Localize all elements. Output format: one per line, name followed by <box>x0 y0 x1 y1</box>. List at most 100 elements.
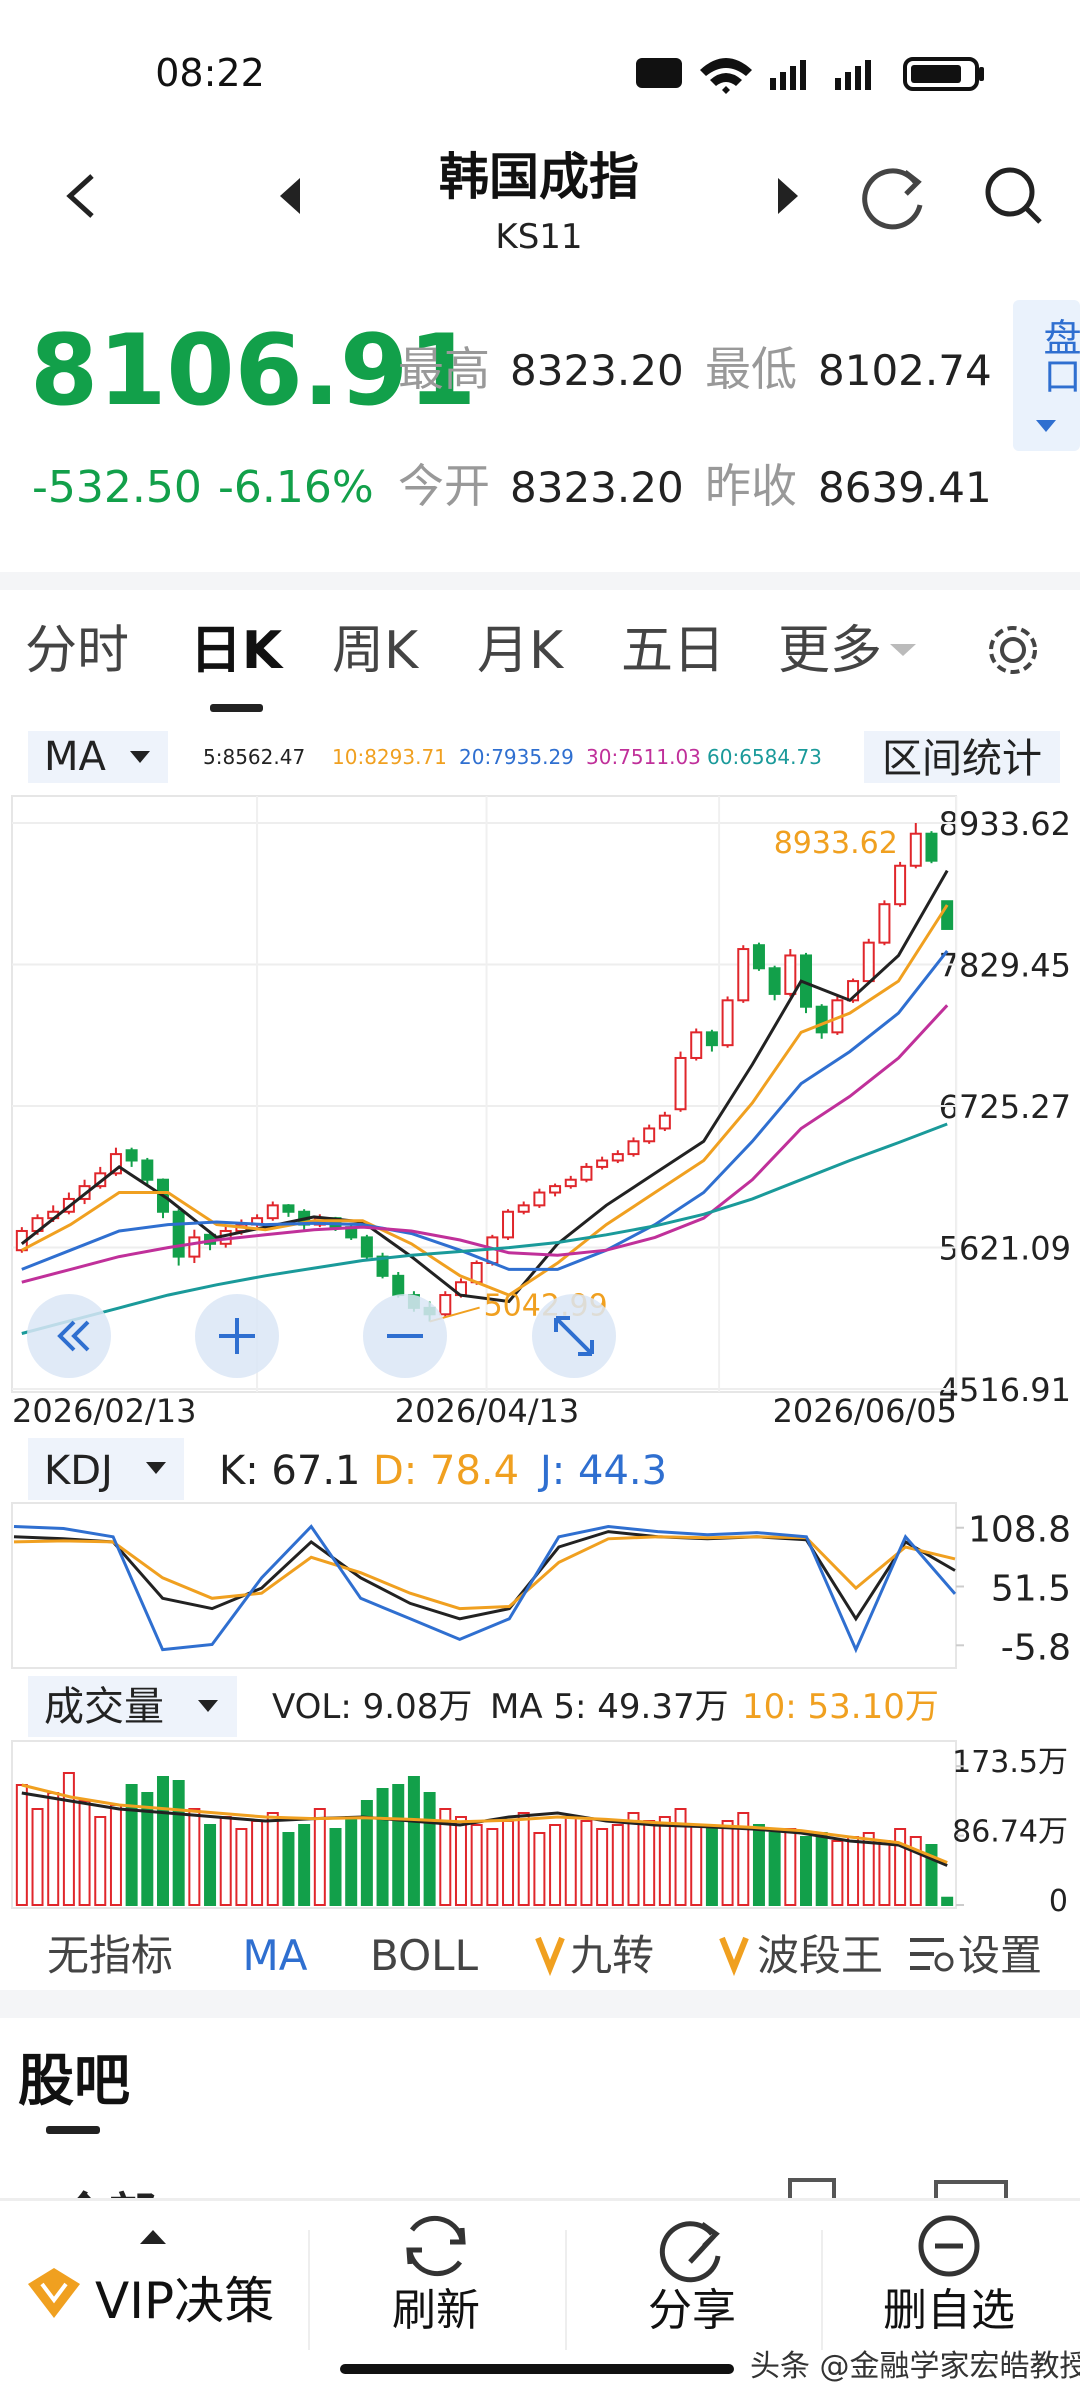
x-tick-label: 2026/02/13 <box>12 1392 196 1430</box>
indicator-option[interactable]: 九转 <box>570 1931 654 1980</box>
y-tick-label: 4516.91 <box>939 1371 1071 1409</box>
tab[interactable]: 五日 <box>621 621 725 681</box>
bottom-action[interactable]: VIP决策 <box>95 2272 274 2330</box>
volume-bar <box>376 1788 389 1906</box>
x-tick-label: 2026/06/05 <box>773 1392 957 1430</box>
volume-legend: MA 5: 49.37万 <box>490 1687 729 1727</box>
tab[interactable]: 周K <box>332 621 420 681</box>
volume-bar <box>486 1828 499 1906</box>
divider <box>821 2230 823 2350</box>
bottom-action[interactable]: 分享 <box>648 2285 736 2336</box>
vip-icon <box>28 2268 80 2318</box>
refresh-button[interactable] <box>862 168 923 230</box>
range-stats-button[interactable] <box>864 731 1060 783</box>
volume-bar <box>705 1828 718 1906</box>
signal-icon <box>835 78 841 90</box>
settings-button[interactable] <box>989 626 1037 674</box>
y-tick-label: 6725.27 <box>939 1088 1071 1126</box>
annotation-high: 8933.62 <box>774 826 898 861</box>
y-tick-label: -5.8 <box>1001 1627 1071 1668</box>
expand-arrow[interactable] <box>140 2230 166 2244</box>
candle-body <box>125 1149 138 1162</box>
y-tick-label: 51.5 <box>991 1569 1071 1610</box>
volume-bar <box>549 1824 562 1906</box>
scroll-left-button[interactable] <box>27 1294 111 1378</box>
volume-bar <box>156 1776 169 1906</box>
kdj-line <box>13 1530 956 1622</box>
volume-select[interactable] <box>28 1676 237 1737</box>
candle-body <box>737 948 750 1002</box>
next-button[interactable] <box>778 178 798 214</box>
volume-bar <box>847 1836 860 1906</box>
candle-body <box>643 1127 656 1143</box>
bottom-bar-border <box>0 2198 1080 2201</box>
volume-bar <box>62 1772 75 1906</box>
indicator-label: MA <box>44 734 107 780</box>
more-arrow <box>890 644 916 656</box>
volume-bar <box>47 1792 60 1906</box>
candle-body <box>549 1185 562 1194</box>
volume-bar <box>752 1824 765 1906</box>
volume-bar <box>329 1828 342 1906</box>
quote-label: 最低 <box>705 342 797 396</box>
volume-bar <box>784 1828 797 1906</box>
search-button[interactable] <box>985 167 1042 224</box>
tab-underline <box>210 704 263 712</box>
dropdown-arrow <box>198 1700 218 1712</box>
candle-body <box>439 1294 452 1316</box>
legend-item: 30:7511.03 <box>586 745 701 769</box>
status-icons <box>636 57 984 94</box>
share-icon <box>659 2221 721 2283</box>
volume-bar <box>533 1832 546 1906</box>
ma-line <box>21 1122 948 1335</box>
indicator-option[interactable]: 无指标 <box>47 1931 173 1980</box>
candle-body <box>909 832 922 867</box>
bottom-action[interactable]: 删自选 <box>883 2285 1015 2336</box>
quote-label: 最高 <box>398 342 490 396</box>
volume-legend: 10: 53.10万 <box>742 1687 939 1727</box>
candle-body <box>141 1159 154 1181</box>
bottom-action[interactable]: 刷新 <box>392 2285 480 2336</box>
legend-item: 5:8562.47 <box>203 745 305 769</box>
volume-bar <box>737 1812 750 1906</box>
separator <box>0 572 1080 590</box>
volume-bar <box>611 1824 624 1906</box>
volume-bar <box>313 1808 326 1906</box>
legend-item: 10:8293.71 <box>332 745 447 769</box>
volume-bar <box>580 1820 593 1906</box>
tab[interactable]: 更多 <box>778 621 882 681</box>
tab[interactable]: 分时 <box>25 621 129 681</box>
chart-layer: 08:22 韩国成指 KS11 8106.91 -532.50 -6.16% 最高 8323.… <box>12 51 1080 2244</box>
tab[interactable]: 月K <box>477 621 565 681</box>
volume-bar <box>800 1836 813 1906</box>
candle-body <box>658 1114 671 1130</box>
volume-bar <box>360 1800 373 1906</box>
back-button[interactable] <box>66 174 94 218</box>
candle-body <box>878 903 891 944</box>
candle-body <box>533 1191 546 1207</box>
tab[interactable]: 日K <box>190 621 284 681</box>
indicator-option[interactable]: 波段王 <box>757 1931 883 1980</box>
forum-underline <box>46 2126 100 2134</box>
dropdown-arrow <box>130 751 150 763</box>
side-button[interactable] <box>1013 300 1080 451</box>
hd-icon <box>636 58 682 88</box>
kdj-legend: J: 44.3 <box>537 1448 667 1494</box>
candle-body <box>815 1005 828 1034</box>
indicator-option[interactable]: 设置 <box>958 1931 1042 1980</box>
v-icon <box>719 1936 749 1977</box>
indicator-option[interactable]: BOLL <box>370 1931 479 1980</box>
v-icon <box>535 1936 565 1977</box>
status-time: 08:22 <box>155 51 265 95</box>
prev-button[interactable] <box>280 178 300 214</box>
volume-bar <box>188 1808 201 1906</box>
ma-line <box>21 904 949 1297</box>
candle-body <box>690 1031 703 1059</box>
change: -532.50 <box>32 462 202 513</box>
volume-bar <box>470 1824 483 1906</box>
volume-bar <box>878 1840 891 1906</box>
forum-title: 股吧 <box>18 2049 130 2114</box>
indicator-option[interactable]: MA <box>243 1931 308 1980</box>
